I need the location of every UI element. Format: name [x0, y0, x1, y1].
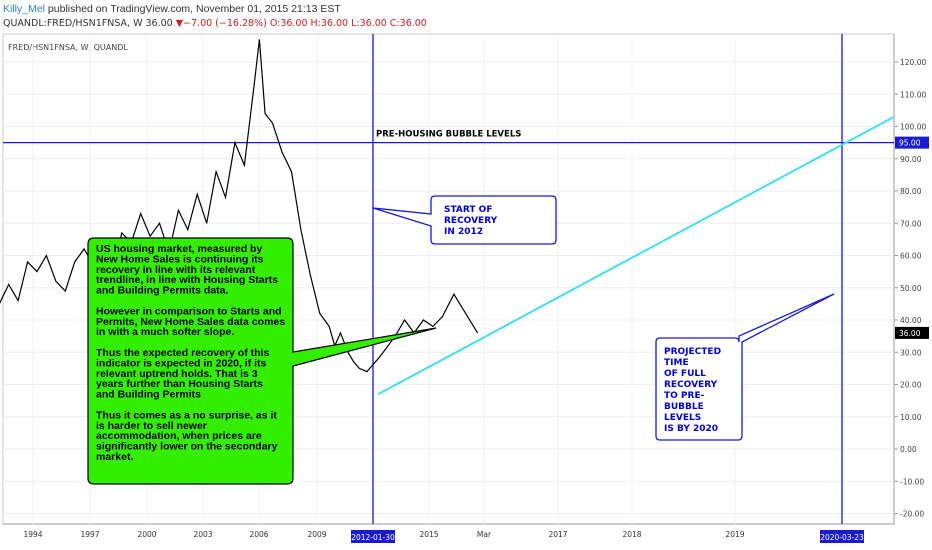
analysis-note-line: years further than Housing Starts — [96, 378, 263, 390]
y-tick-label: 40.00 — [900, 316, 922, 325]
last-price-badge — [895, 326, 929, 339]
vline-date-badge — [820, 530, 864, 543]
hline-price-label: 95.00 — [899, 139, 921, 148]
projected-text: BUBBLE — [664, 402, 704, 412]
y-tick-label: 60.00 — [900, 252, 922, 261]
y-tick-label: 30.00 — [900, 348, 922, 357]
y-tick-label: 10.00 — [900, 413, 922, 422]
y-tick-label: -20.00 — [900, 510, 924, 519]
analysis-note-line: Thus the expected recovery of this — [96, 347, 269, 359]
x-tick-label: 2003 — [193, 530, 212, 539]
chart-symbol-label: FRED/HSN1FNSA, W, QUANDL — [8, 43, 128, 52]
analysis-note-line: and Building Permits data. — [96, 285, 229, 297]
vline-date-label: 2020-03-23 — [820, 533, 864, 542]
x-tick-label: 2017 — [548, 530, 567, 539]
projected-trendline — [377, 115, 895, 396]
pre-bubble-level-label: PRE-HOUSING BUBBLE LEVELS — [376, 130, 521, 140]
analysis-note-line: significantly lower on the secondary — [96, 441, 278, 453]
x-tick-label: 2009 — [307, 530, 326, 539]
x-tick-label: 2019 — [725, 530, 744, 539]
symbol-name: QUANDL:FRED/HSN1FNSA, W — [3, 18, 143, 29]
projected-text: OF FULL — [664, 369, 706, 379]
published-text: published on TradingView.com, November 0… — [45, 3, 341, 15]
x-tick-label: 2000 — [137, 530, 156, 539]
y-tick-label: 20.00 — [900, 381, 922, 390]
projected-text: TO PRE- — [664, 391, 705, 401]
start-recovery-text: IN 2012 — [444, 227, 483, 237]
analysis-note-line: in with a much softer slope. — [96, 326, 234, 338]
start-recovery-text: START OF — [444, 205, 493, 215]
last-price-label: 36.00 — [899, 329, 921, 338]
y-tick-label: 70.00 — [900, 219, 922, 228]
analysis-note-line: US housing market, measured by — [96, 243, 262, 255]
analysis-note-line: Permits, New Home Sales data comes — [96, 316, 285, 328]
vline-date-badge — [351, 530, 395, 543]
price-series-line — [0, 39, 479, 373]
projected-text: TIME — [664, 358, 689, 368]
analysis-note-line: recovery in line with its relevant — [96, 264, 256, 276]
symbol-line: QUANDL:FRED/HSN1FNSA, W 36.00 ▼−7.00 (−1… — [3, 18, 427, 29]
y-tick-label: 120.00 — [900, 58, 926, 67]
analysis-note-box — [87, 237, 437, 485]
y-tick-label: 80.00 — [900, 187, 922, 196]
y-tick-label: 110.00 — [900, 90, 926, 99]
analysis-note-line: market. — [96, 451, 133, 463]
analysis-note-line: and Building Permits — [96, 389, 201, 401]
hline-price-badge — [895, 136, 929, 149]
x-tick-label: 1994 — [23, 530, 42, 539]
y-tick-label: 100.00 — [900, 123, 926, 132]
vline-date-label: 2012-01-30 — [351, 533, 395, 542]
price-change: −7.00 (−16.28%) — [183, 18, 267, 29]
projected-text: RECOVERY — [664, 380, 718, 390]
x-tick-label: 1997 — [80, 530, 99, 539]
projected-text: LEVELS — [664, 413, 701, 423]
analysis-note-line: trendline, in line with Housing Starts — [96, 274, 278, 286]
analysis-note-line: New Home Sales is continuing its — [96, 253, 264, 265]
projected-recovery-callout — [655, 293, 835, 441]
last-price: 36.00 — [145, 18, 173, 29]
y-tick-label: 90.00 — [900, 155, 922, 164]
analysis-note-line: Thus it comes as a no surprise, as it — [96, 409, 277, 421]
y-tick-label: -10.00 — [900, 477, 924, 486]
x-tick-label: 2018 — [622, 530, 641, 539]
author-link[interactable]: Killy_Mel — [3, 3, 46, 15]
y-tick-label: 50.00 — [900, 284, 922, 293]
y-tick-label: 0.00 — [900, 445, 917, 454]
analysis-note-line: is harder to sell newer — [96, 420, 207, 432]
analysis-note-line: accommodation, when prices are — [96, 430, 262, 442]
analysis-note-line: indicator is expected in 2020, if its — [96, 357, 267, 369]
analysis-note-line: relevant uptrend holds. That is 3 — [96, 368, 258, 380]
x-tick-label: Mar — [477, 530, 492, 539]
chart-header: Killy_Mel published on TradingView.com, … — [0, 0, 932, 34]
start-recovery-text: RECOVERY — [444, 216, 498, 226]
x-tick-label: 2006 — [249, 530, 268, 539]
x-tick-label: 2015 — [419, 530, 438, 539]
start-recovery-callout — [372, 195, 557, 245]
change-arrow-icon: ▼ — [175, 18, 184, 29]
projected-text: IS BY 2020 — [664, 424, 718, 434]
projected-text: PROJECTED — [664, 347, 721, 357]
analysis-note-line: However in comparison to Starts and — [96, 305, 282, 317]
publisher-line: Killy_Mel published on TradingView.com, … — [3, 3, 341, 15]
ohlc-values: O:36.00 H:36.00 L:36.00 C:36.00 — [269, 18, 427, 29]
